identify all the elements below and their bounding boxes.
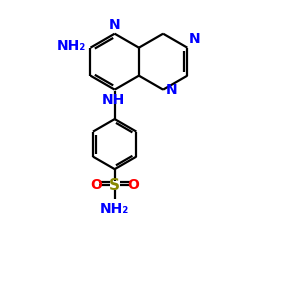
Text: O: O (91, 178, 102, 192)
Text: N: N (109, 18, 121, 32)
Text: NH: NH (102, 93, 125, 106)
Text: S: S (109, 178, 120, 193)
Text: NH₂: NH₂ (100, 202, 129, 215)
Text: NH₂: NH₂ (57, 39, 86, 53)
Text: N: N (166, 82, 178, 97)
Text: O: O (127, 178, 139, 192)
Text: N: N (189, 32, 200, 46)
